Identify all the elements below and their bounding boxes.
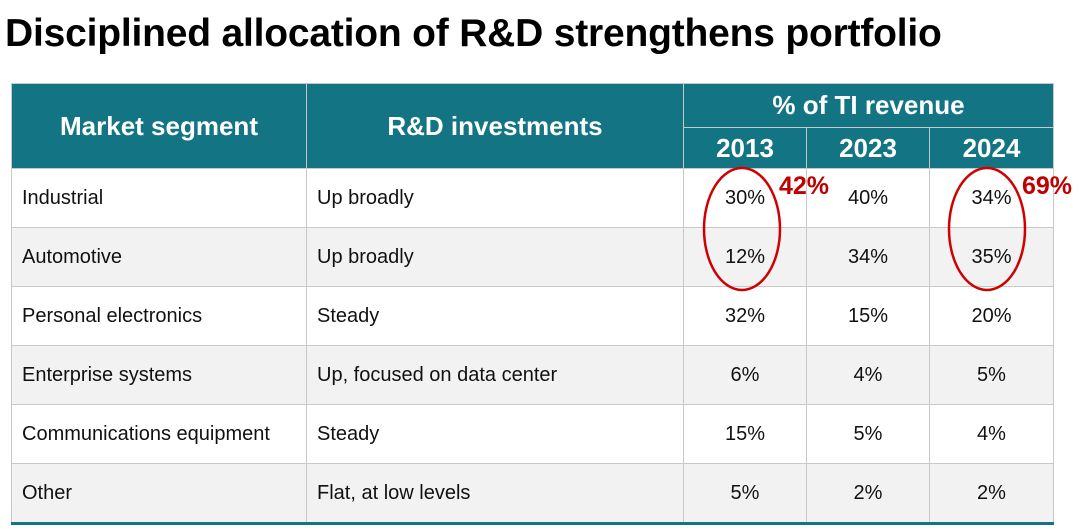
header-year: 2024 <box>929 127 1054 169</box>
cell-revenue-pct: 5% <box>929 345 1054 405</box>
header-market-segment: Market segment <box>11 83 307 169</box>
cell-revenue-pct: 6% <box>683 345 807 405</box>
cell-revenue-pct: 15% <box>806 286 930 346</box>
cell-rd: Up broadly <box>306 168 684 228</box>
cell-segment: Communications equipment <box>11 404 307 464</box>
cell-segment: Industrial <box>11 168 307 228</box>
cell-revenue-pct: 20% <box>929 286 1054 346</box>
callout-total-2013: 42% <box>779 172 830 200</box>
cell-revenue-pct: 15% <box>683 404 807 464</box>
cell-revenue-pct: 5% <box>806 404 930 464</box>
table-row: Industrial Up broadly 30% 40% 34% <box>11 168 1054 228</box>
cell-segment: Other <box>11 463 307 524</box>
page-title: Disciplined allocation of R&D strengthen… <box>5 12 942 55</box>
cell-revenue-pct: 5% <box>683 463 807 524</box>
cell-revenue-pct: 34% <box>806 227 930 287</box>
revenue-table: Market segment R&D investments % of TI r… <box>11 83 1054 525</box>
cell-revenue-pct: 2% <box>929 463 1054 524</box>
table-row: Communications equipment Steady 15% 5% 4% <box>11 404 1054 464</box>
cell-segment: Automotive <box>11 227 307 287</box>
cell-revenue-pct: 32% <box>683 286 807 346</box>
cell-segment: Enterprise systems <box>11 345 307 405</box>
header-revenue-group: % of TI revenue <box>683 83 1054 128</box>
header-year: 2013 <box>683 127 807 169</box>
cell-revenue-pct: 4% <box>929 404 1054 464</box>
cell-rd: Flat, at low levels <box>306 463 684 524</box>
table-row: Automotive Up broadly 12% 34% 35% <box>11 227 1054 287</box>
header-rd-investments: R&D investments <box>306 83 684 169</box>
cell-segment: Personal electronics <box>11 286 307 346</box>
table-row: Personal electronics Steady 32% 15% 20% <box>11 286 1054 346</box>
table-row: Other Flat, at low levels 5% 2% 2% <box>11 463 1054 524</box>
table-row: Enterprise systems Up, focused on data c… <box>11 345 1054 405</box>
cell-rd: Steady <box>306 286 684 346</box>
cell-revenue-pct: 35% <box>929 227 1054 287</box>
cell-revenue-pct: 12% <box>683 227 807 287</box>
header-year: 2023 <box>806 127 930 169</box>
callout-total-2024: 69% <box>1022 172 1073 200</box>
cell-rd: Steady <box>306 404 684 464</box>
cell-rd: Up, focused on data center <box>306 345 684 405</box>
cell-rd: Up broadly <box>306 227 684 287</box>
cell-revenue-pct: 4% <box>806 345 930 405</box>
cell-revenue-pct: 2% <box>806 463 930 524</box>
cell-revenue-pct: 40% <box>806 168 930 228</box>
